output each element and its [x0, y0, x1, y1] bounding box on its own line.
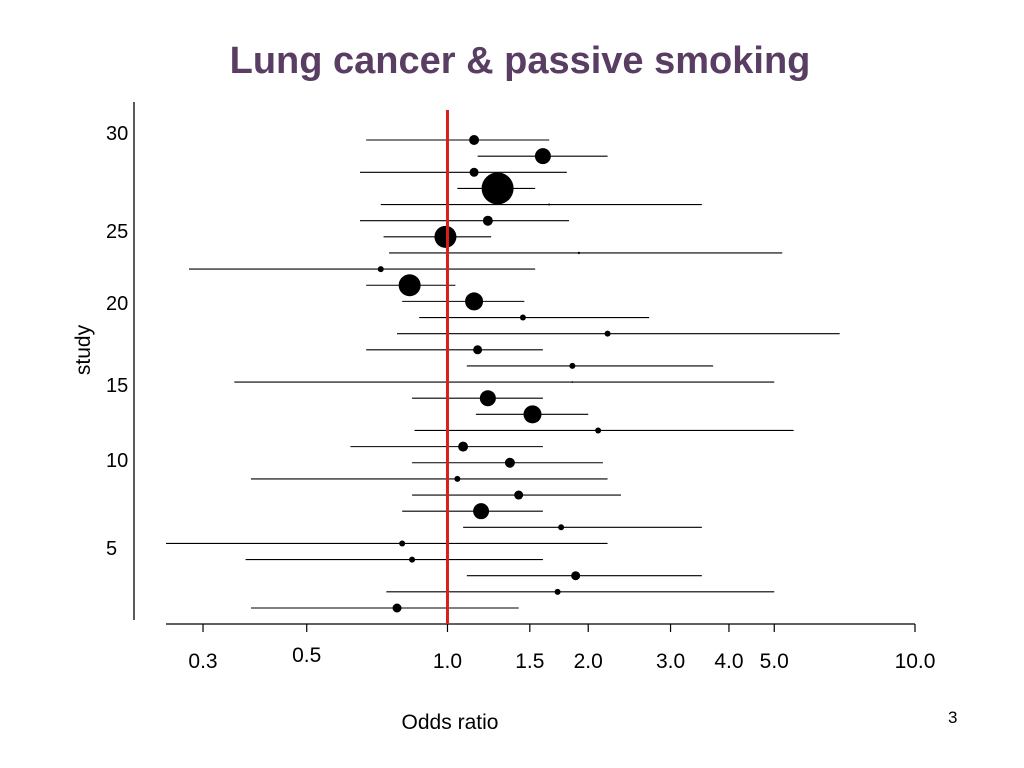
- point-study-28: [469, 167, 479, 177]
- point-study-11: [458, 441, 469, 452]
- y-tick-label: 10: [106, 450, 128, 472]
- x-tick-label: 1.0: [433, 650, 462, 673]
- point-study-16: [569, 362, 576, 369]
- point-study-10: [504, 457, 515, 468]
- slide-number: 3: [948, 708, 958, 727]
- point-study-17: [473, 345, 483, 355]
- point-study-24: [434, 225, 457, 248]
- x-tick-label: 2.0: [574, 650, 603, 673]
- point-study-1: [392, 603, 402, 613]
- point-study-27: [481, 172, 514, 205]
- point-study-12: [595, 427, 602, 434]
- point-study-13: [523, 405, 542, 424]
- x-tick-label: 10.0: [895, 650, 936, 673]
- point-study-9: [454, 475, 461, 482]
- odds-ratio-points: [377, 135, 611, 613]
- y-tick-label: 20: [106, 293, 128, 315]
- x-axis-title: Odds ratio: [402, 711, 499, 734]
- point-study-29: [534, 148, 551, 165]
- point-study-19: [519, 314, 526, 321]
- point-study-4: [409, 556, 416, 563]
- y-tick-label: 5: [106, 538, 117, 560]
- point-study-18: [604, 330, 611, 337]
- point-study-6: [558, 524, 565, 531]
- point-study-2: [554, 588, 561, 595]
- x-tick-label: 3.0: [656, 650, 685, 673]
- point-study-26: [548, 203, 551, 206]
- point-study-14: [479, 390, 496, 407]
- point-study-30: [469, 135, 480, 145]
- point-study-5: [399, 540, 406, 547]
- y-axis-title: study: [72, 324, 95, 375]
- x-tick-label: 5.0: [760, 650, 789, 673]
- point-study-7: [473, 503, 490, 520]
- y-tick-label: 30: [106, 123, 128, 145]
- point-study-23: [577, 251, 581, 255]
- point-study-22: [377, 266, 384, 273]
- point-study-20: [465, 292, 484, 311]
- x-tick-label: 0.5: [292, 644, 321, 667]
- tick-labels: 0.3 0.5 1.0 1.5 2.0 3.0 4.0 5.0 10.0 5 10 15 20 25 30: [106, 123, 935, 673]
- x-tick-label: 1.5: [515, 650, 544, 673]
- y-tick-label: 15: [106, 375, 128, 397]
- slide-title: Lung cancer & passive smoking: [229, 40, 811, 82]
- x-tick-label: 4.0: [714, 650, 743, 673]
- confidence-intervals: [166, 139, 840, 609]
- point-study-15: [571, 381, 574, 383]
- point-study-25: [482, 215, 493, 226]
- point-study-21: [398, 274, 421, 297]
- axes: [133, 102, 916, 632]
- point-study-3: [571, 571, 581, 581]
- point-study-8: [514, 490, 524, 500]
- x-tick-label: 0.3: [188, 650, 217, 673]
- y-tick-label: 25: [106, 221, 128, 243]
